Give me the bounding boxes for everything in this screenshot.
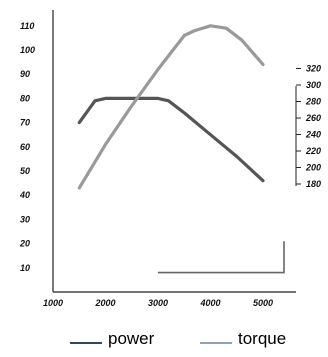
x-tick-label: 3000 — [148, 298, 168, 308]
y-left-tick-label: 10 — [20, 263, 30, 273]
y-right-tick-label: 200 — [305, 163, 321, 173]
series-line-power — [77, 96, 265, 183]
axis-lines — [52, 10, 301, 293]
chart-plot: 10 20 30 40 50 60 70 80 90 100 110 180 200 220 240 260… — [19, 10, 321, 308]
x-tick-label: 4000 — [199, 298, 220, 308]
x-tick-label: 1000 — [43, 298, 63, 308]
legend-torque-swatch — [200, 342, 232, 344]
legend-item-torque: torque — [200, 328, 286, 350]
y-left-tick-label: 40 — [19, 190, 30, 200]
y-right-tick-label: 240 — [305, 130, 321, 140]
x-tick-label: 5000 — [253, 298, 273, 308]
y-right-tick-label: 320 — [306, 64, 321, 74]
legend-torque-label: torque — [238, 329, 287, 348]
x-axis-ticks: 1000 2000 3000 4000 5000 — [43, 298, 273, 308]
marker-bracket-line — [158, 241, 285, 274]
legend-power-label: power — [108, 329, 155, 348]
y-left-tick-label: 60 — [20, 142, 30, 152]
y-left-tick-label: 80 — [20, 93, 30, 103]
y-left-axis-ticks: 10 20 30 40 50 60 70 80 90 100 110 — [19, 21, 35, 273]
legend-power-swatch — [70, 342, 102, 344]
y-left-tick-label: 20 — [19, 239, 30, 249]
y-right-tick-label: 300 — [306, 80, 321, 90]
y-right-tick-label: 280 — [305, 97, 321, 107]
y-right-axis-ticks: 180 200 220 240 260 280 300 320 — [305, 64, 321, 190]
y-left-tick-label: 90 — [20, 69, 30, 79]
y-left-tick-label: 100 — [20, 45, 35, 55]
y-left-tick-label: 30 — [20, 214, 30, 224]
y-right-tick-label: 220 — [305, 146, 321, 156]
y-left-tick-label: 50 — [20, 166, 30, 176]
series-lines — [77, 24, 285, 274]
x-tick-label: 2000 — [94, 298, 115, 308]
y-left-tick-label: 70 — [20, 118, 30, 128]
y-left-tick-label: 110 — [20, 21, 34, 31]
series-line-torque — [77, 24, 265, 190]
y-right-tick-label: 260 — [305, 113, 321, 123]
legend-item-power: power — [70, 328, 154, 350]
y-right-tick-label: 180 — [306, 179, 321, 189]
